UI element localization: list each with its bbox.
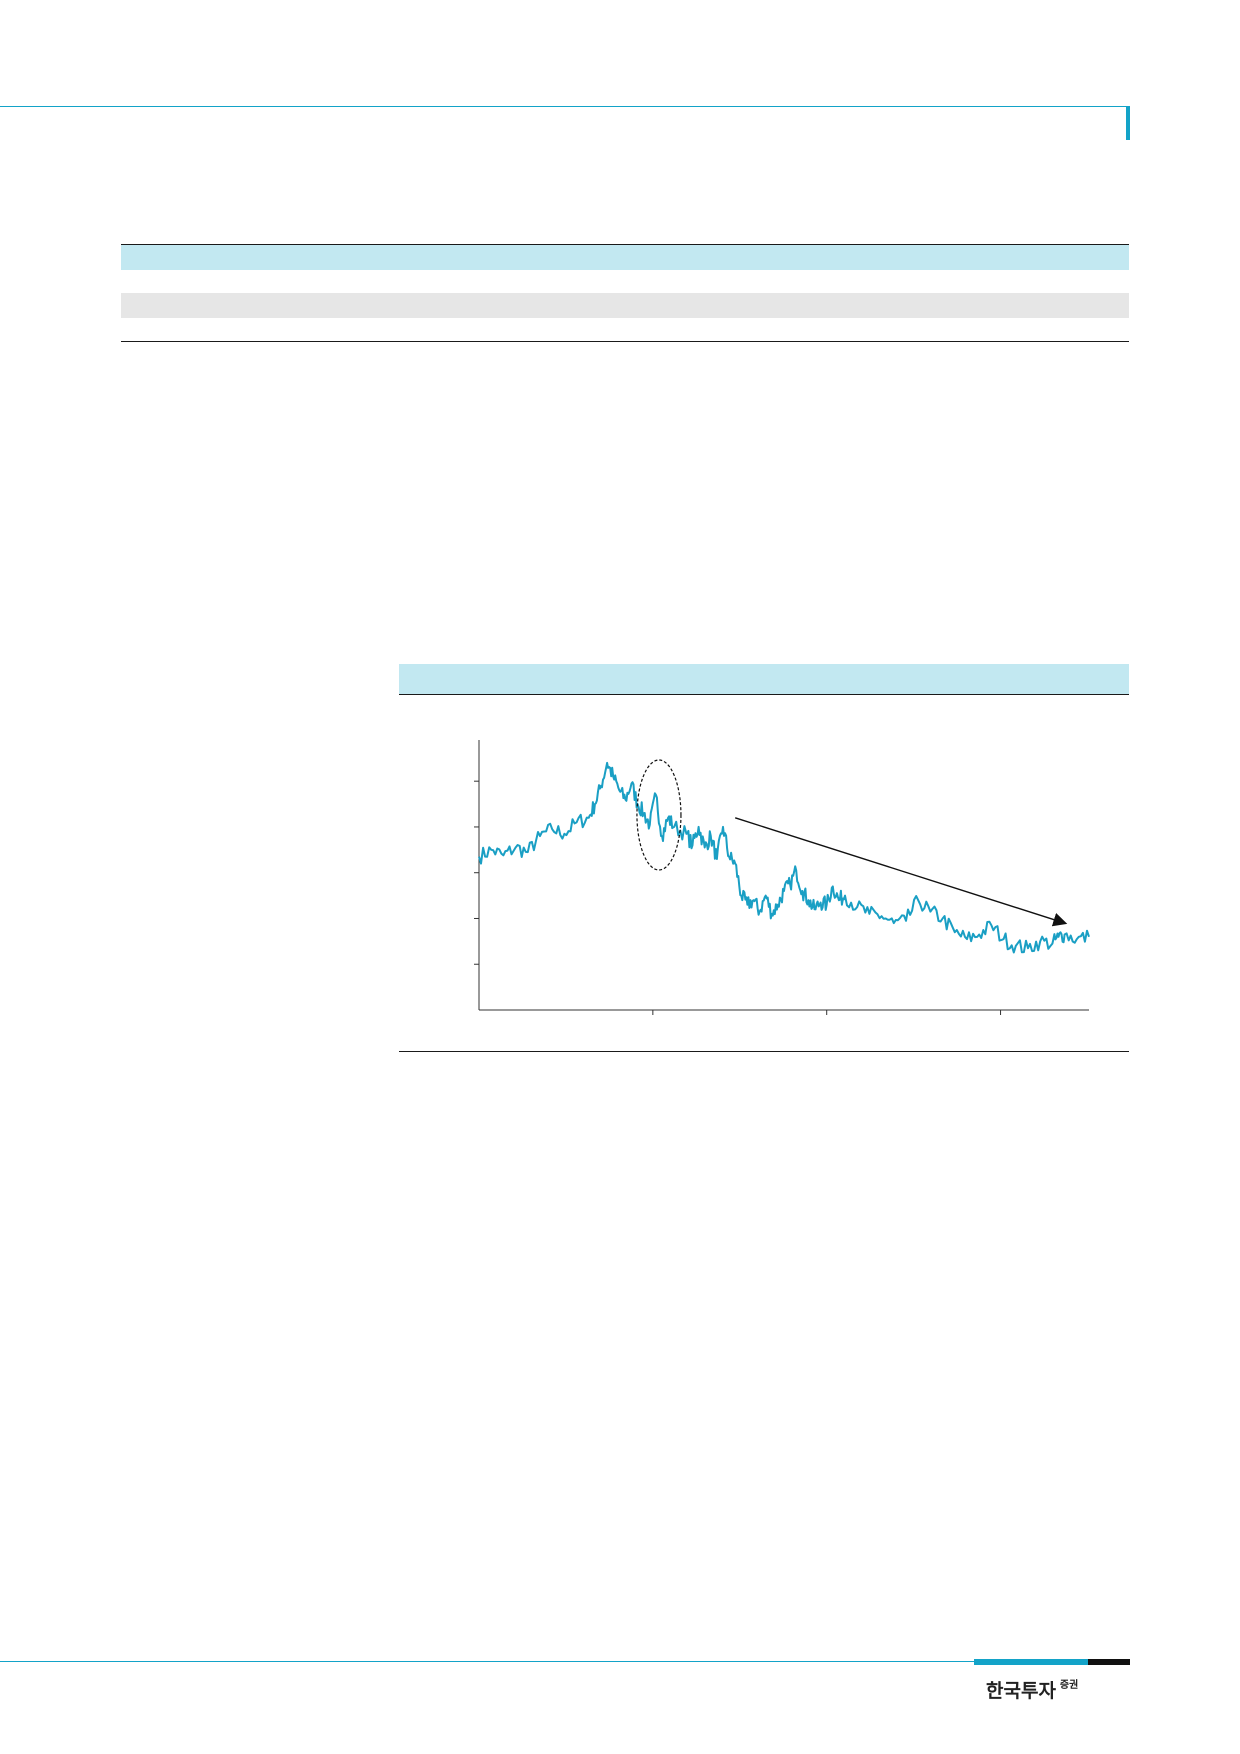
table-bottom-rule — [121, 341, 1129, 342]
line-chart — [474, 740, 1090, 1015]
highlight-ellipse — [636, 759, 682, 871]
header-rule — [0, 106, 1128, 107]
table-header-band — [121, 245, 1129, 270]
header-marker — [1126, 106, 1130, 140]
logo-sub-text: 증권 — [1059, 1680, 1079, 1691]
chart-title-band — [399, 664, 1129, 694]
footer-dark-bar — [1088, 1659, 1130, 1665]
chart-bottom-rule — [399, 1051, 1129, 1052]
series-line-0 — [478, 761, 1090, 954]
footer-rule — [0, 1661, 974, 1662]
table-row-shaded — [121, 293, 1129, 318]
chart-top-rule — [399, 694, 1129, 695]
table-top-rule — [121, 244, 1129, 245]
footer-accent-bar — [974, 1659, 1088, 1665]
logo-main-text: 한국투자 — [986, 1680, 1056, 1702]
company-logo: 한국투자 증권 — [986, 1676, 1078, 1706]
trend-arrow — [734, 817, 1068, 927]
